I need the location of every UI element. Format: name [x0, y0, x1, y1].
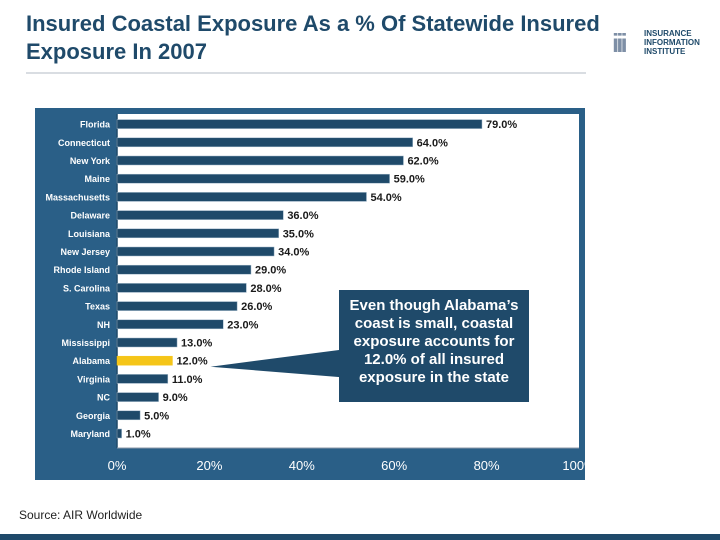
bar-chart: Florida 79.0% Connecticut 64.0% New York 62.0… — [45, 114, 585, 473]
x-tick-label: 40% — [289, 458, 315, 473]
data-label: 59.0% — [394, 174, 425, 186]
bar-delaware — [116, 210, 284, 220]
bar-georgia — [116, 410, 141, 421]
data-label: 12.0% — [176, 356, 207, 368]
data-label: 62.0% — [407, 156, 438, 168]
data-label: 64.0% — [417, 137, 448, 149]
data-label: 79.0% — [486, 119, 517, 131]
logo-line-3: INSTITUTE — [644, 47, 686, 56]
category-label: New Jersey — [60, 247, 110, 257]
x-tick-label: 0% — [108, 458, 127, 473]
data-label: 54.0% — [370, 192, 401, 204]
callout-text: exposure accounts for — [354, 333, 515, 350]
category-label: Alabama — [72, 356, 111, 366]
footer-bar — [0, 534, 720, 540]
bar-connecticut — [116, 137, 413, 148]
data-label: 35.0% — [283, 228, 314, 240]
x-tick-label: 20% — [196, 458, 222, 473]
x-tick-label: 100% — [562, 458, 585, 473]
category-label: Texas — [85, 302, 110, 312]
data-label: 9.0% — [163, 392, 188, 404]
bar-florida — [116, 119, 483, 129]
data-label: 13.0% — [181, 338, 212, 350]
category-label: Virginia — [77, 374, 111, 384]
category-label: Mississippi — [61, 338, 110, 348]
category-label: NH — [97, 320, 110, 330]
category-label: NC — [97, 393, 110, 403]
category-label: Connecticut — [58, 138, 110, 148]
bar-texas — [116, 301, 238, 311]
category-label: Rhode Island — [53, 265, 110, 275]
bar-rhode-island — [116, 264, 252, 275]
data-label: 11.0% — [172, 374, 203, 386]
data-label: 28.0% — [250, 283, 281, 295]
category-label: Georgia — [76, 411, 111, 421]
category-label: S. Carolina — [63, 283, 111, 293]
iii-logo: iii INSURANCE INFORMATION INSTITUTE — [612, 26, 712, 60]
category-label: Delaware — [70, 211, 110, 221]
bar-new-york — [116, 155, 404, 166]
iii-logo-icon: iii — [612, 28, 628, 58]
bar-nc — [116, 392, 159, 402]
callout-text: coast is small, coastal — [355, 315, 513, 332]
source-note: Source: AIR Worldwide — [19, 508, 143, 522]
data-label: 5.0% — [144, 410, 169, 422]
bar-massachusetts — [116, 192, 367, 202]
chart-panel: Florida 79.0% Connecticut 64.0% New York 62.0… — [35, 108, 585, 480]
x-tick-label: 60% — [381, 458, 407, 473]
bar-alabama — [116, 355, 173, 366]
bar-maryland — [116, 428, 122, 439]
page-title: Insured Coastal Exposure As a % Of State… — [26, 11, 600, 64]
category-label: Louisiana — [68, 229, 111, 239]
category-label: Maryland — [70, 429, 110, 439]
data-label: 23.0% — [227, 319, 258, 331]
bar-new-jersey — [116, 246, 275, 257]
callout-text: 12.0% of all insured — [364, 351, 504, 368]
category-label: Florida — [80, 120, 111, 130]
logo-line-2: INFORMATION — [644, 38, 700, 47]
data-label: 26.0% — [241, 301, 272, 313]
bar-nh — [116, 319, 224, 330]
bar-mississippi — [116, 337, 178, 348]
callout-box — [339, 290, 529, 402]
data-label: 36.0% — [287, 210, 318, 222]
category-label: New York — [70, 156, 111, 166]
callout-text: exposure in the state — [359, 369, 509, 386]
callout-text: Even though Alabama’s — [350, 297, 519, 314]
logo-line-1: INSURANCE — [644, 29, 692, 38]
data-label: 1.0% — [126, 429, 151, 441]
bar-virginia — [116, 374, 169, 384]
category-label: Maine — [84, 174, 110, 184]
bar-louisiana — [116, 228, 279, 239]
title-divider — [26, 72, 586, 74]
bar-maine — [116, 173, 390, 184]
bar-s-carolina — [116, 283, 247, 293]
data-label: 29.0% — [255, 265, 286, 277]
callout-pointer — [210, 350, 379, 380]
category-label: Massachusetts — [45, 192, 110, 202]
x-tick-label: 80% — [474, 458, 500, 473]
data-label: 34.0% — [278, 247, 309, 259]
